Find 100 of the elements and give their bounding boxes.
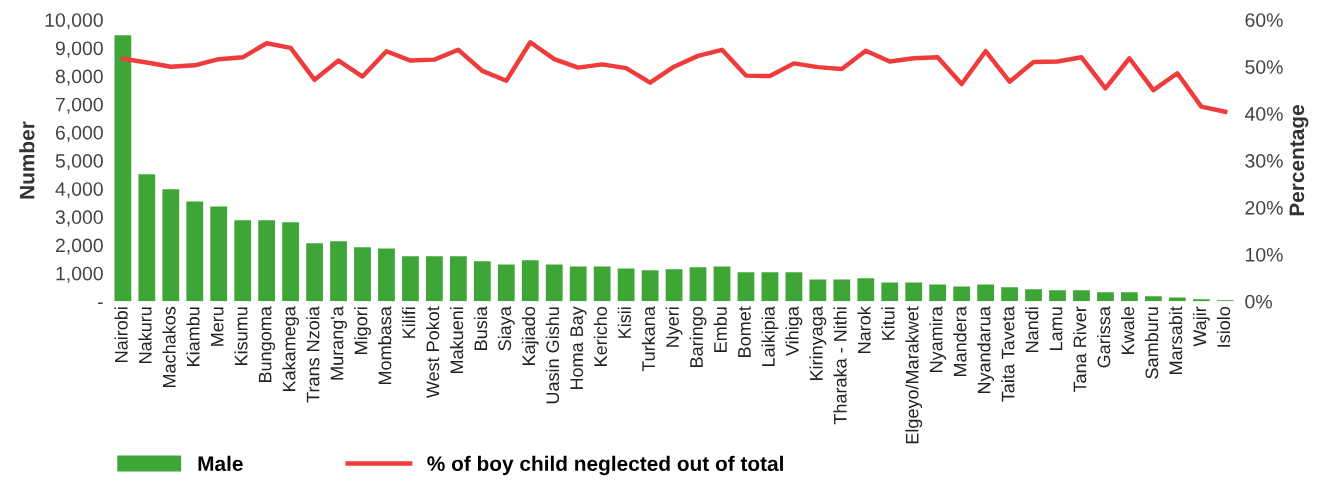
x-tick-label: Garissa: [1097, 306, 1111, 368]
x-tick-label: Meru: [210, 307, 224, 346]
y-tick-label: 7,000: [55, 97, 103, 114]
x-tick-label: Turkana: [641, 306, 655, 372]
x-tick-label: Nyandarua: [977, 306, 995, 394]
y2-tick-label: 50%: [1245, 60, 1283, 74]
x-tick-label: Samburu: [1144, 307, 1159, 379]
x-tick-label: Nyeri: [665, 307, 683, 347]
bar: [857, 278, 875, 302]
bar: [929, 284, 947, 302]
bar: [521, 260, 539, 302]
bar: [234, 220, 252, 302]
x-tick-label: Baringo: [689, 306, 707, 367]
y-tick-label: 1,000: [56, 266, 103, 283]
x-tick-label: Mombasa: [378, 306, 392, 384]
x-tick-label: Kwale: [1120, 307, 1135, 354]
x-tick-label: Busia: [473, 306, 488, 350]
bar: [665, 269, 683, 302]
bar: [569, 266, 587, 302]
bar: [1049, 290, 1066, 302]
y2-tick-label: 60%: [1245, 13, 1283, 27]
y-tick-label: -: [98, 302, 103, 304]
legend-label: Male: [198, 455, 243, 472]
bar: [497, 264, 515, 302]
bar: [737, 272, 755, 302]
x-tick-label: Kitui: [881, 307, 895, 340]
bar: [689, 267, 707, 302]
bar: [713, 266, 731, 302]
x-tick-label: Homa Bay: [570, 306, 587, 390]
x-tick-label: Uasin Gishu: [545, 307, 560, 404]
x-tick-label: Embu: [713, 307, 727, 352]
bar: [282, 222, 300, 302]
x-tick-label: Kericho: [593, 306, 608, 366]
bar: [162, 189, 180, 302]
bar: [1121, 292, 1138, 302]
bar: [617, 268, 635, 302]
x-tick-label: Murang'a: [330, 306, 347, 380]
x-tick-label: Marsabit: [1168, 306, 1183, 374]
bar: [186, 201, 204, 302]
x-tick-label: Vihiga: [785, 306, 803, 356]
line-series: [120, 40, 1228, 114]
bar: [809, 279, 827, 302]
x-tick-label: Nyamira: [929, 306, 947, 372]
bar: [1001, 287, 1018, 302]
y-tick-label: 3,000: [55, 210, 103, 227]
x-tick-label: Wajir: [1192, 306, 1210, 347]
x-tick-label: Narok: [857, 306, 871, 353]
bar: [1144, 296, 1162, 302]
x-tick-label: Siaya: [497, 306, 515, 351]
y-tick-label: 6,000: [55, 125, 103, 142]
x-tick-label: Lamu: [1049, 307, 1063, 350]
bar: [881, 282, 899, 302]
x-tick-label: West Pokot: [426, 306, 440, 399]
bar: [258, 220, 276, 302]
bar: [330, 241, 347, 302]
x-tick-label: Taita Taveta: [1001, 306, 1015, 402]
x-tick-label: Bungoma: [258, 306, 276, 383]
bar: [138, 174, 156, 302]
y2-tick-label: 40%: [1244, 107, 1283, 121]
bar: [114, 35, 132, 302]
x-tick-label: Trans Nzoia: [306, 306, 320, 403]
bar: [977, 284, 995, 302]
bar: [354, 247, 371, 302]
y-axis-title: Number: [19, 121, 35, 199]
x-tick-label: Kisii: [617, 307, 631, 338]
bar: [210, 206, 228, 302]
bar: [378, 248, 395, 302]
y-tick-label: 2,000: [55, 238, 103, 255]
y2-axis-title: Percentage: [1289, 105, 1309, 216]
bar: [785, 272, 803, 302]
x-tick-label: Kakamega: [282, 306, 300, 392]
y-tick-label: 9,000: [55, 41, 103, 58]
x-tick-label: Nakuru: [138, 307, 152, 363]
bar: [1168, 297, 1186, 302]
x-tick-label: Nairobi: [114, 307, 128, 362]
bar: [833, 279, 851, 302]
bar: [641, 270, 659, 302]
x-tick-label: Laikipia: [761, 306, 779, 366]
y-tick-label: 8,000: [55, 69, 103, 86]
bar: [593, 266, 611, 302]
y-tick-label: 5,000: [55, 154, 103, 171]
x-tick-label: Isiolo: [1216, 306, 1231, 347]
bar: [426, 256, 443, 302]
legend-label: % of boy child neglected out of total: [427, 455, 783, 476]
x-tick-label: Kisumu: [234, 307, 248, 365]
x-tick-label: Mandera: [953, 306, 967, 376]
y-tick-label: 10,000: [45, 13, 103, 30]
bar: [953, 286, 971, 302]
bar: [905, 282, 923, 302]
bar: [1025, 289, 1042, 302]
x-tick-label: Kirinyaga: [809, 306, 827, 380]
bar: [1073, 290, 1090, 302]
x-tick-label: Tana River: [1073, 306, 1087, 393]
x-tick-label: Machakos: [162, 306, 176, 388]
x-tick-label: Tharaka - Nithi: [833, 307, 847, 425]
x-tick-label: Migori: [354, 307, 371, 354]
bar: [761, 272, 779, 302]
bar: [1097, 292, 1114, 302]
y-tick-label: 4,000: [55, 182, 103, 199]
bar: [402, 256, 419, 302]
